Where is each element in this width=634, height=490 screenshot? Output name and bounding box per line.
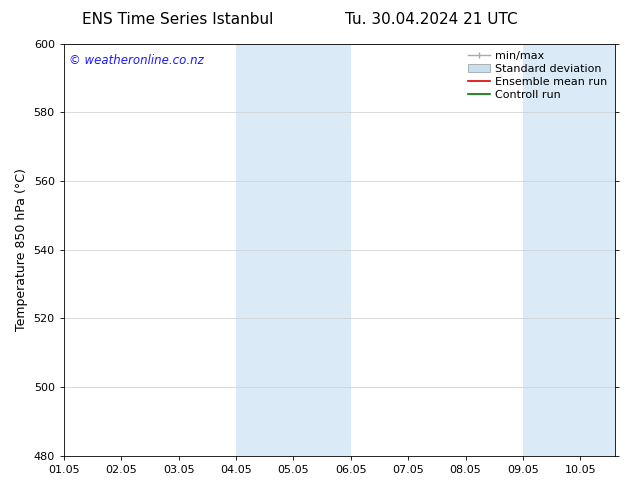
Bar: [523, 44, 615, 456]
Legend: min/max, Standard deviation, Ensemble mean run, Controll run: min/max, Standard deviation, Ensemble me…: [466, 49, 609, 102]
Y-axis label: Temperature 850 hPa (°C): Temperature 850 hPa (°C): [15, 168, 28, 331]
Title: ENS Time Series Istanbul     Tu. 30.04.2024 21 UTC: ENS Time Series Istanbul Tu. 30.04.2024 …: [0, 489, 1, 490]
Text: ENS Time Series Istanbul: ENS Time Series Istanbul: [82, 12, 273, 27]
Text: Tu. 30.04.2024 21 UTC: Tu. 30.04.2024 21 UTC: [345, 12, 517, 27]
Bar: [236, 44, 351, 456]
Text: © weatheronline.co.nz: © weatheronline.co.nz: [69, 54, 204, 67]
